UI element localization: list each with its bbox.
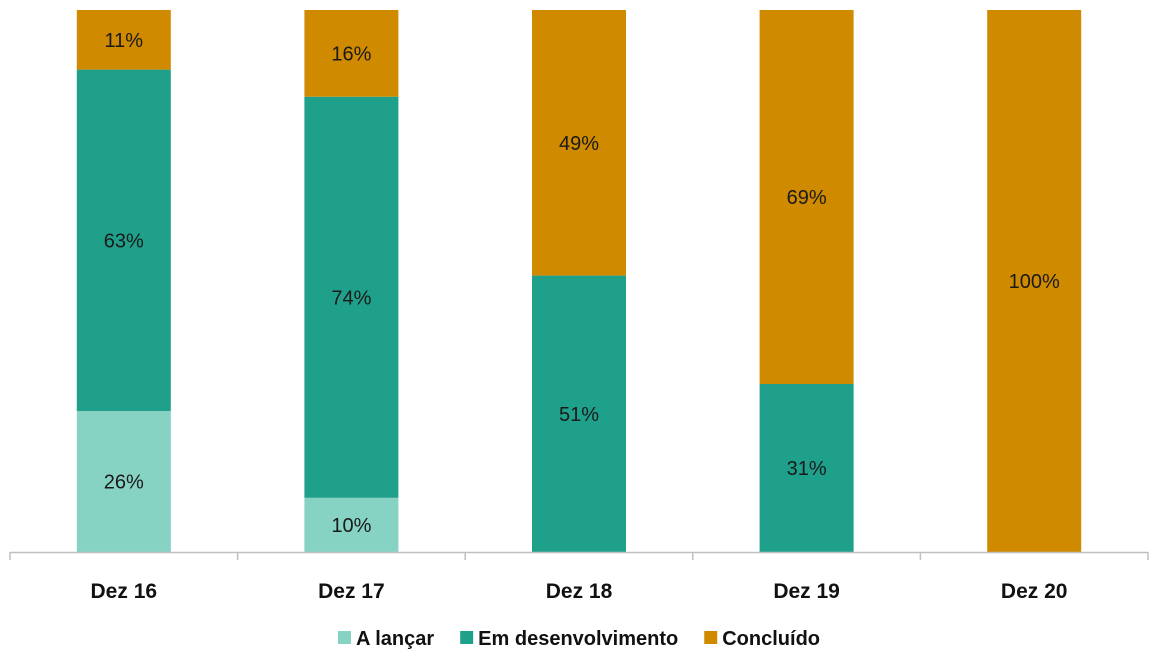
data-label: 10% [331,515,371,537]
legend: A lançar Em desenvolvimento Concluído [337,628,820,650]
data-label: 31% [787,458,827,480]
category-label: Dez 18 [546,580,613,603]
bar-segment-1-2 [532,275,626,552]
category-label: Dez 19 [773,580,840,603]
category-label: Dez 20 [1001,580,1068,603]
data-label: 74% [331,287,371,309]
legend-label-2: Concluído [722,628,820,650]
bar-segment-2-1 [304,10,399,97]
category-label: Dez 16 [91,580,158,603]
category-labels: Dez 16 Dez 17 Dez 18 Dez 19 Dez 20 [91,580,1068,603]
bar-segment-2-3 [759,10,854,384]
bar-segment-2-2 [532,10,626,276]
bar-segment-0-0 [76,411,171,552]
data-label: 69% [787,187,827,209]
legend-swatch-1 [460,631,474,644]
data-label: 63% [104,230,144,252]
data-label: 49% [559,133,599,155]
bar-segment-1-3 [759,383,854,552]
data-label: 100% [1009,271,1060,293]
data-label: 51% [559,404,599,426]
legend-label-1: Em desenvolvimento [478,628,678,650]
category-label: Dez 17 [318,580,385,603]
legend-swatch-2 [704,631,718,644]
bar-segment-0-1 [304,497,399,552]
legend-swatch-0 [337,631,351,644]
x-axis [9,551,1149,560]
bar-segment-2-0 [76,10,171,70]
bars-group: 26% 63% 11% 10% 74% 16% 51% 49% 31% 69% 100% [76,10,1082,552]
data-label: 11% [105,30,144,52]
bar-segment-1-1 [304,96,399,498]
legend-label-0: A lançar [356,628,434,650]
data-label: 16% [331,43,371,65]
data-label: 26% [104,472,144,494]
bar-segment-2-4 [987,10,1082,552]
bar-segment-1-0 [76,69,171,412]
